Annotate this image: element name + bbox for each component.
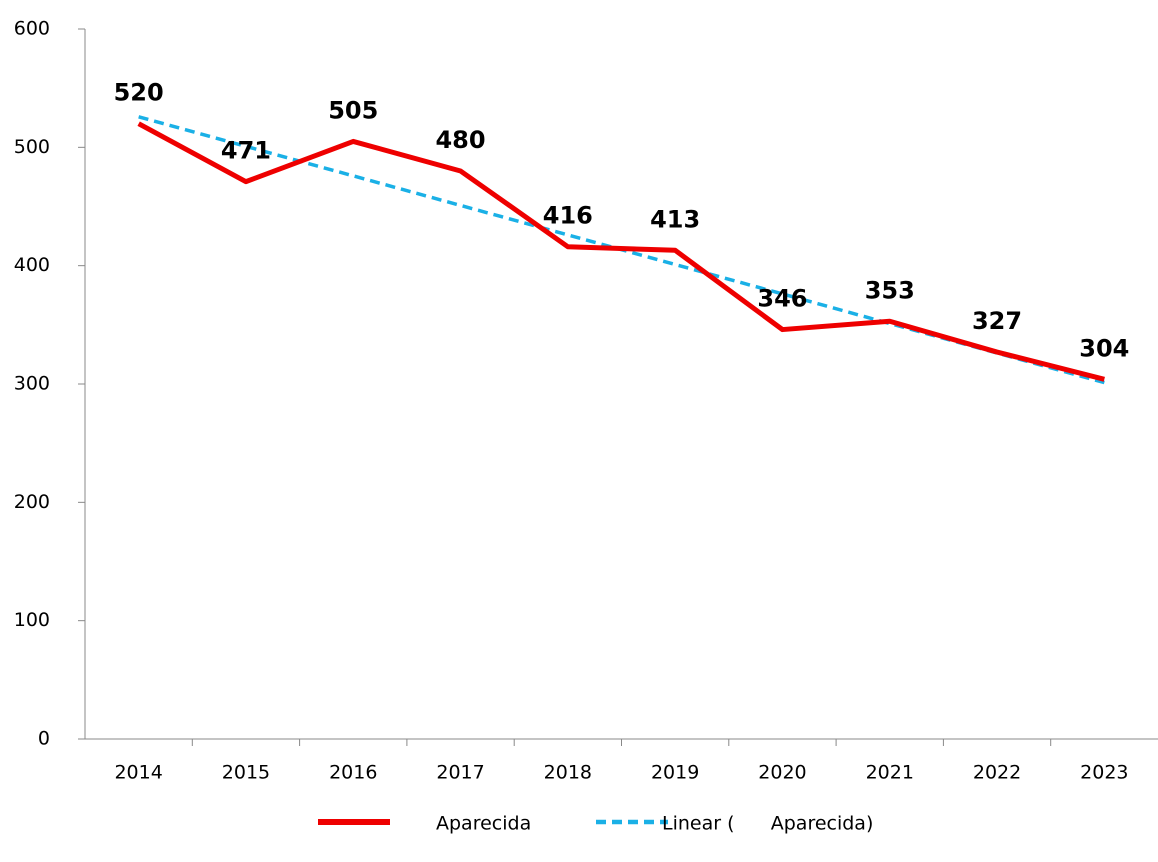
data-label: 471 [221, 137, 271, 165]
data-label: 353 [865, 276, 915, 304]
x-tick-label: 2021 [866, 762, 914, 784]
x-tick-label: 2016 [329, 762, 377, 784]
data-label: 304 [1079, 334, 1129, 362]
x-tick-label: 2022 [973, 762, 1021, 784]
legend-label: Aparecida [436, 813, 531, 835]
y-tick-label: 0 [38, 728, 50, 750]
data-label: 327 [972, 307, 1022, 335]
x-tick-label: 2017 [436, 762, 484, 784]
series-line [137, 121, 1105, 382]
y-tick-label: 500 [14, 136, 50, 158]
x-tick-label: 2018 [544, 762, 592, 784]
data-label: 346 [757, 285, 807, 313]
data-label: 480 [435, 126, 485, 154]
x-tick-label: 2023 [1080, 762, 1128, 784]
data-label: 505 [328, 96, 378, 124]
x-tick-label: 2019 [651, 762, 699, 784]
x-tick-label: 2020 [758, 762, 806, 784]
data-label: 413 [650, 205, 700, 233]
y-tick-label: 400 [14, 254, 50, 276]
x-tick-label: 2015 [222, 762, 270, 784]
data-label: 520 [114, 79, 164, 107]
y-tick-label: 600 [14, 18, 50, 40]
legend-label: Linear ( Aparecida) [662, 813, 873, 835]
y-tick-label: 100 [14, 609, 50, 631]
x-tick-label: 2014 [114, 762, 162, 784]
y-tick-label: 300 [14, 373, 50, 395]
data-label: 416 [543, 202, 593, 230]
y-tick-label: 200 [14, 491, 50, 513]
